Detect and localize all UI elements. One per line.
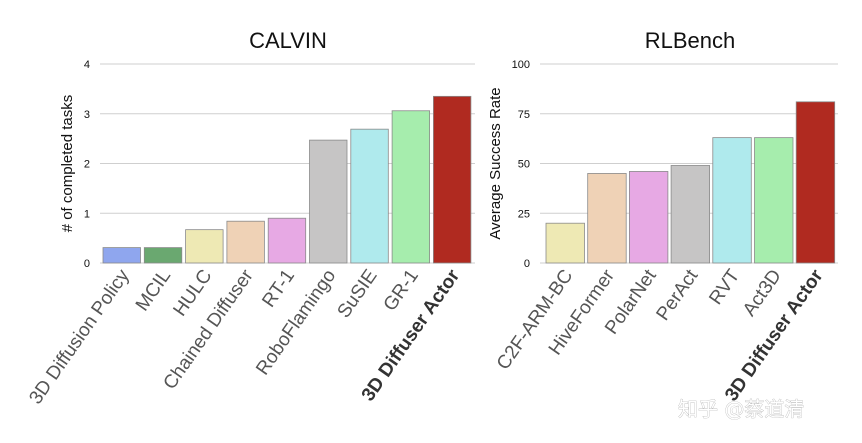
calvin-y-tick-label: 3 [84, 109, 90, 121]
calvin-y-axis-label: # of completed tasks [59, 95, 76, 233]
calvin-bar-3d-diffuser-actor [432, 95, 472, 264]
rlbench-y-tick-label: 0 [524, 258, 530, 270]
rlbench-x-tick-label: PerAct [653, 265, 703, 324]
calvin-bar-gr-1 [391, 110, 431, 264]
rlbench-y-tick-label: 100 [512, 59, 530, 71]
calvin-x-tick-label: RoboFlamingo [252, 266, 340, 379]
calvin-y-tick-label: 1 [84, 208, 90, 220]
rlbench-y-tick-label: 25 [518, 208, 530, 220]
rlbench-x-tick-label: RVT [705, 266, 744, 309]
rlbench-chart-title: RLBench [645, 28, 736, 53]
rlbench-bar-c2f-arm-bc [545, 222, 585, 264]
calvin-bar-rt-1 [267, 217, 307, 264]
calvin-bar-chained-diffuser [226, 220, 265, 264]
calvin-chart-title: CALVIN [249, 28, 327, 53]
calvin-bar-hulc [185, 229, 224, 264]
rlbench-bar-3d-diffuser-actor [795, 101, 836, 264]
calvin-y-tick-label: 0 [84, 258, 90, 270]
calvin-x-tick-label: SuSIE [334, 266, 382, 322]
watermark-text: 知乎 @蔡道清 [678, 397, 804, 421]
rlbench-bar-hiveformer [587, 173, 627, 264]
calvin-chart-panel: CALVIN # of completed tasks 0 1 2 3 4 3D Diffus… [25, 28, 475, 408]
rlbench-bar-polarnet [629, 171, 669, 264]
calvin-x-tick-label: 3D Diffusion Policy [25, 265, 134, 408]
rlbench-bar-peract [670, 165, 710, 264]
calvin-x-tick-label: RT-1 [258, 266, 299, 312]
rlbench-bar-rvt [712, 137, 752, 264]
calvin-x-tick-label: MCIL [132, 266, 175, 315]
calvin-bar-roboflamingo [309, 139, 348, 264]
rlbench-y-tick-label: 75 [518, 109, 530, 121]
calvin-y-tick-label: 2 [84, 159, 90, 171]
rlbench-y-tick-label: 50 [518, 159, 530, 171]
calvin-x-tick-label: GR-1 [380, 266, 423, 315]
rlbench-bar-act3d [754, 137, 794, 264]
calvin-bar-3d-diffusion-policy [102, 247, 141, 264]
calvin-bar-susie [350, 128, 389, 264]
calvin-y-tick-label: 4 [84, 59, 90, 71]
calvin-bar-mcil [143, 247, 183, 264]
rlbench-y-axis-label: Average Success Rate [487, 87, 504, 239]
